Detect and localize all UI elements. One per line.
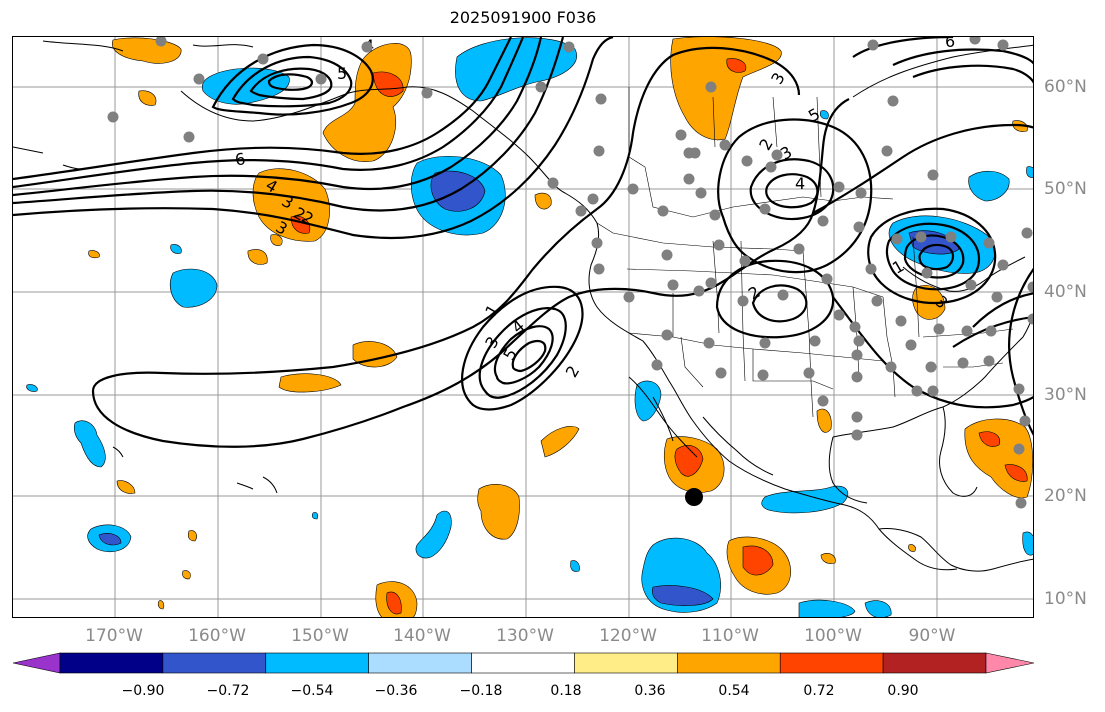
map-canvas: 6 5 4 3 2 4 3 2 1 5 4 3 2 4 3 2 2 1 3 3 … [13, 37, 1033, 617]
colorbar-segment [12, 652, 61, 674]
colorbar-segment [985, 652, 1035, 674]
contour-label: 6 [233, 149, 246, 169]
colorbar-segment [368, 652, 472, 674]
lon-label: 100°W [804, 626, 862, 646]
contours [13, 37, 1033, 448]
state-borders [596, 87, 1014, 418]
map-title: 2025091900 F036 [449, 8, 597, 27]
lat-label: 10°N [1044, 589, 1087, 609]
contour-labels: 6 5 4 3 2 4 3 2 1 5 4 3 2 4 3 2 2 1 3 3 … [233, 37, 955, 381]
lon-label: 90°W [908, 626, 956, 646]
colorbar-segment [882, 652, 987, 674]
colorbar-segment [677, 652, 781, 674]
colorbar-tick: −0.54 [290, 683, 334, 699]
lat-label: 50°N [1044, 179, 1087, 199]
contour-label: 4 [795, 174, 805, 193]
colorbar-segment [574, 652, 678, 674]
lon-label: 110°W [701, 626, 759, 646]
lon-label: 160°W [188, 626, 246, 646]
contour-label: 5 [337, 64, 347, 83]
colorbar-tick: 0.72 [803, 683, 835, 699]
shading-positive [88, 37, 1033, 617]
colorbar-segment [779, 652, 884, 674]
colorbar [12, 652, 1035, 674]
colorbar-tick: 0.90 [887, 683, 919, 699]
colorbar-tick: 0.36 [634, 683, 666, 699]
colorbar-segment [265, 652, 369, 674]
colorbar-tick: −0.36 [374, 683, 418, 699]
black-dot-marker [685, 488, 703, 506]
contour-label: 3 [767, 69, 789, 87]
colorbar-segments [12, 652, 1035, 674]
colorbar-segment [471, 652, 575, 674]
lon-label: 150°W [291, 626, 349, 646]
colorbar-tick: 0.18 [550, 683, 582, 699]
colorbar-tick: −0.72 [206, 683, 250, 699]
contour-label: 4 [508, 316, 528, 337]
lon-label: 140°W [393, 626, 451, 646]
lon-label: 120°W [599, 626, 657, 646]
lon-label: 170°W [85, 626, 143, 646]
contour-label: 2 [562, 362, 584, 380]
contour-label: 1 [481, 301, 503, 319]
map-frame: 6 5 4 3 2 4 3 2 1 5 4 3 2 4 3 2 2 1 3 3 … [12, 36, 1034, 618]
lon-label: 130°W [496, 626, 554, 646]
lat-label: 60°N [1044, 77, 1087, 97]
colorbar-tick: −0.90 [121, 683, 165, 699]
contour-label: 6 [945, 37, 955, 51]
colorbar-segment [59, 652, 164, 674]
colorbar-tick: 0.54 [718, 683, 750, 699]
lat-label: 30°N [1044, 385, 1087, 405]
colorbar-segment [162, 652, 267, 674]
contour-label: 2 [755, 135, 777, 153]
lat-label: 20°N [1044, 486, 1087, 506]
station-markers [107, 37, 1033, 509]
contour-label: 5 [499, 345, 521, 363]
lat-label: 40°N [1044, 282, 1087, 302]
coastlines [13, 40, 1033, 572]
colorbar-tick: −0.18 [459, 683, 503, 699]
